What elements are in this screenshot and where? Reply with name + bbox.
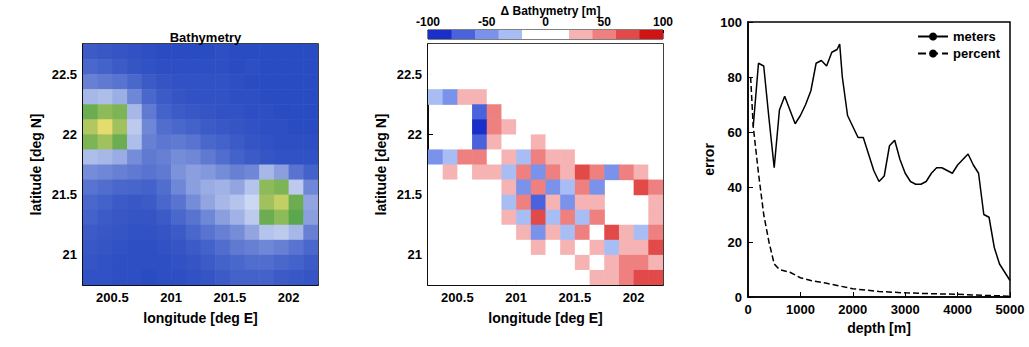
svg-text:Bathymetry: Bathymetry [170, 30, 242, 45]
svg-text:60: 60 [728, 125, 742, 140]
svg-text:depth [m]: depth [m] [847, 320, 911, 336]
svg-text:200.5: 200.5 [441, 290, 474, 305]
svg-text:longitude [deg E]: longitude [deg E] [488, 310, 602, 326]
svg-text:202: 202 [278, 290, 300, 305]
svg-text:-100: -100 [416, 15, 440, 29]
svg-text:22: 22 [63, 127, 77, 142]
svg-text:201.5: 201.5 [559, 290, 592, 305]
svg-text:201: 201 [160, 290, 182, 305]
svg-text:1000: 1000 [786, 302, 815, 317]
svg-text:22: 22 [408, 127, 422, 142]
svg-text:21: 21 [63, 247, 77, 262]
svg-text:0: 0 [744, 302, 751, 317]
svg-text:meters: meters [953, 29, 996, 44]
svg-text:202: 202 [623, 290, 645, 305]
svg-text:error: error [701, 143, 717, 176]
svg-text:3000: 3000 [891, 302, 920, 317]
svg-text:80: 80 [728, 70, 742, 85]
svg-text:200.5: 200.5 [96, 290, 129, 305]
svg-text:-50: -50 [478, 15, 496, 29]
svg-text:5000: 5000 [996, 302, 1025, 317]
svg-text:20: 20 [728, 235, 742, 250]
svg-text:latitude [deg N]: latitude [deg N] [28, 114, 44, 216]
svg-text:21.5: 21.5 [397, 187, 422, 202]
svg-text:4000: 4000 [943, 302, 972, 317]
svg-text:21.5: 21.5 [52, 187, 77, 202]
svg-text:0: 0 [735, 290, 742, 305]
svg-text:latitude [deg N]: latitude [deg N] [373, 114, 389, 216]
svg-text:50: 50 [597, 15, 611, 29]
svg-text:201: 201 [505, 290, 527, 305]
svg-text:Δ Bathymetry [m]: Δ Bathymetry [m] [501, 4, 601, 18]
svg-text:21: 21 [408, 247, 422, 262]
svg-text:201.5: 201.5 [214, 290, 247, 305]
svg-text:longitude [deg E]: longitude [deg E] [143, 310, 257, 326]
svg-text:percent: percent [953, 46, 1001, 61]
svg-text:0: 0 [542, 15, 549, 29]
svg-text:100: 100 [720, 15, 742, 30]
svg-text:100: 100 [653, 15, 673, 29]
svg-text:22.5: 22.5 [397, 67, 422, 82]
svg-text:40: 40 [728, 180, 742, 195]
svg-text:22.5: 22.5 [52, 67, 77, 82]
svg-text:2000: 2000 [838, 302, 867, 317]
